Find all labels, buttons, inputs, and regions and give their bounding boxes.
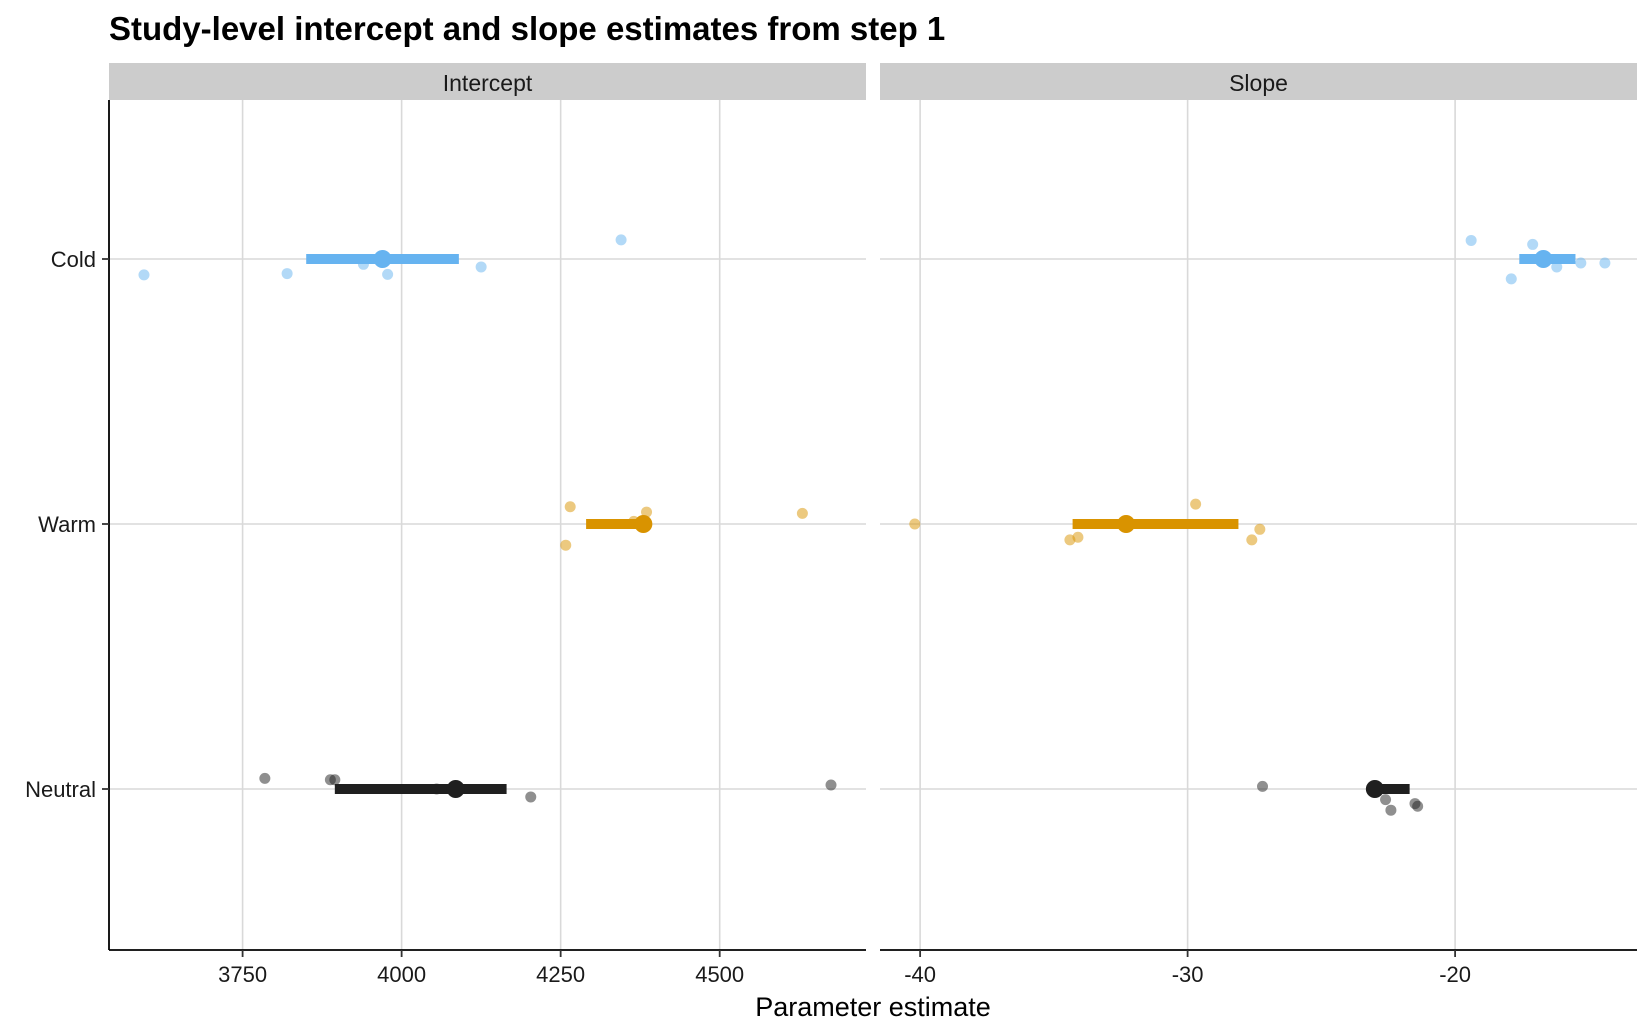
mean-point-cold (1534, 250, 1553, 268)
study-point-cold (1599, 257, 1611, 269)
study-point-neutral (1257, 780, 1269, 792)
y-axis: Cold Warm Neutral (25, 100, 110, 950)
study-point-cold (615, 234, 627, 246)
study-point-warm (796, 507, 808, 519)
marks-intercept (138, 234, 837, 803)
x-tick-label-intercept: 3750 (218, 962, 267, 987)
x-tick-label-intercept: 4500 (695, 962, 744, 987)
marks-slope (909, 234, 1611, 816)
study-point-cold (1575, 257, 1587, 269)
study-point-cold (1465, 234, 1477, 246)
y-tick-label-cold: Cold (51, 247, 96, 272)
study-point-warm (641, 506, 653, 518)
mean-point-neutral (1365, 780, 1384, 798)
study-point-warm (1190, 498, 1202, 510)
study-point-warm (1254, 523, 1266, 535)
x-tick-label-slope: -40 (904, 962, 936, 987)
mean-point-warm (1117, 515, 1136, 533)
mean-point-warm (634, 515, 653, 533)
strip-slope (880, 63, 1637, 100)
x-axis-intercept: 3750 4000 4250 4500 (109, 949, 866, 987)
study-point-warm (909, 518, 921, 530)
study-point-warm (1072, 531, 1084, 543)
gridlines-intercept (109, 100, 866, 950)
panel-intercept: Intercept 3750 4000 4250 4500 (109, 63, 866, 987)
study-point-warm (1246, 534, 1258, 546)
y-tick-label-warm: Warm (38, 512, 96, 537)
strip-intercept (109, 63, 866, 100)
study-point-cold (1505, 273, 1517, 285)
strip-label-intercept: Intercept (443, 70, 533, 96)
chart-title: Study-level intercept and slope estimate… (109, 10, 945, 47)
panel-slope: Slope -40 -30 -20 (880, 63, 1637, 987)
x-tick-label-intercept: 4250 (536, 962, 585, 987)
study-point-cold (1551, 261, 1563, 273)
strip-label-slope: Slope (1229, 70, 1288, 96)
y-tick-label-neutral: Neutral (25, 777, 96, 802)
study-point-neutral (329, 774, 341, 786)
study-point-cold (382, 268, 394, 280)
study-point-warm (560, 539, 572, 551)
study-point-neutral (525, 791, 537, 803)
study-point-cold (475, 261, 487, 273)
x-tick-label-intercept: 4000 (377, 962, 426, 987)
x-axis-title: Parameter estimate (755, 992, 991, 1022)
study-point-cold (138, 269, 150, 281)
study-point-warm (564, 501, 576, 513)
mean-point-cold (373, 250, 392, 268)
study-point-neutral (1412, 800, 1424, 812)
mean-point-neutral (446, 780, 465, 798)
study-point-neutral (259, 772, 271, 784)
x-axis-slope: -40 -30 -20 (880, 949, 1637, 987)
x-tick-label-slope: -20 (1439, 962, 1471, 987)
study-point-neutral (1380, 794, 1392, 806)
study-point-cold (281, 268, 293, 280)
study-point-neutral (1385, 804, 1397, 816)
study-point-neutral (825, 779, 837, 791)
study-point-cold (1527, 238, 1539, 250)
x-tick-label-slope: -30 (1172, 962, 1204, 987)
